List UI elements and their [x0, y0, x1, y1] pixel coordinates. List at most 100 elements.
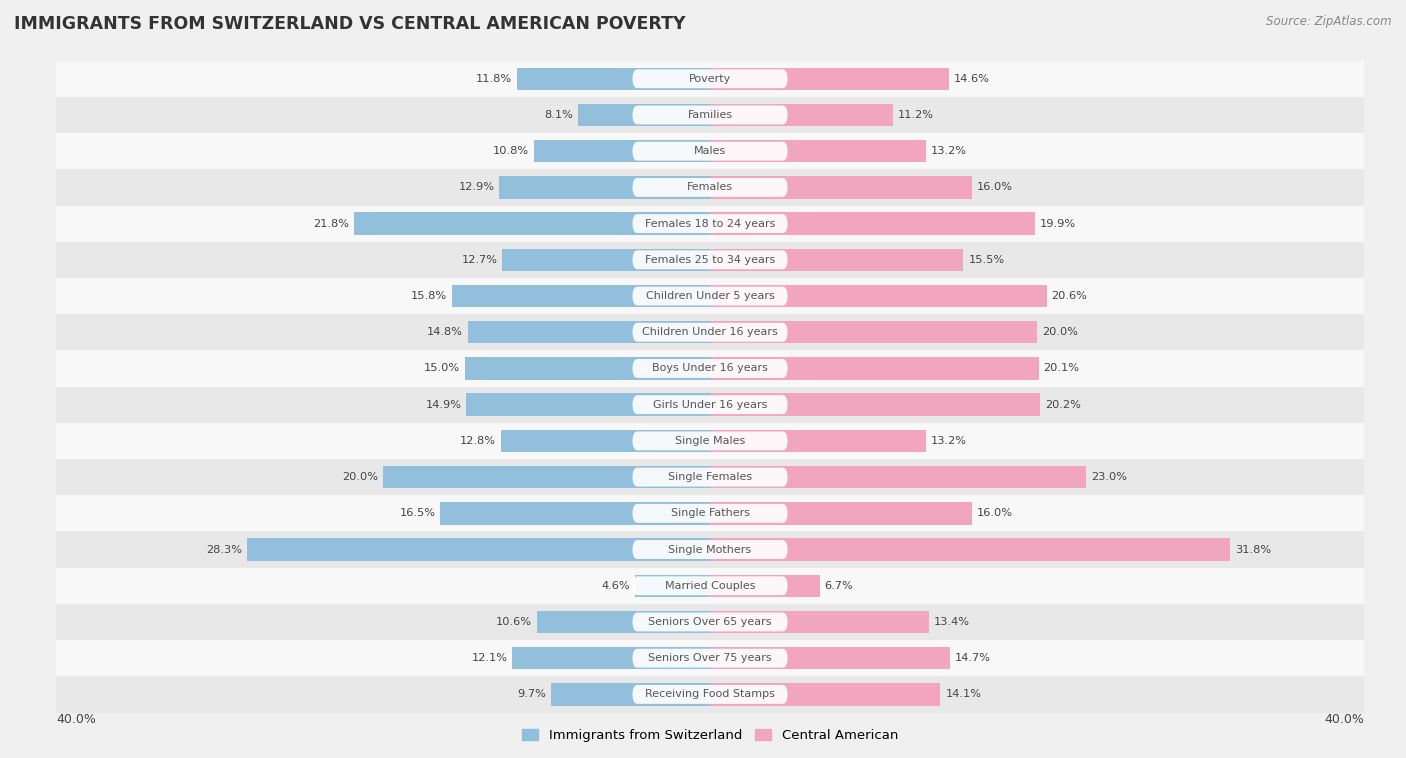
Text: 15.5%: 15.5% [969, 255, 1004, 265]
Text: Seniors Over 75 years: Seniors Over 75 years [648, 653, 772, 663]
Text: 13.2%: 13.2% [931, 146, 967, 156]
Text: 4.6%: 4.6% [602, 581, 630, 590]
FancyBboxPatch shape [633, 323, 787, 342]
Bar [440, 502, 710, 525]
Text: Families: Families [688, 110, 733, 120]
Text: 13.4%: 13.4% [934, 617, 970, 627]
Text: 31.8%: 31.8% [1234, 544, 1271, 555]
Bar [710, 140, 925, 162]
Text: Poverty: Poverty [689, 74, 731, 83]
Bar [56, 133, 1364, 169]
Bar [468, 321, 710, 343]
Text: 14.1%: 14.1% [945, 690, 981, 700]
Text: 6.7%: 6.7% [824, 581, 853, 590]
Text: 40.0%: 40.0% [56, 713, 96, 726]
Bar [56, 97, 1364, 133]
Bar [710, 285, 1046, 307]
Text: 10.6%: 10.6% [496, 617, 531, 627]
Text: 20.0%: 20.0% [1042, 327, 1078, 337]
Bar [451, 285, 710, 307]
Text: Single Females: Single Females [668, 472, 752, 482]
Bar [56, 604, 1364, 640]
Text: 19.9%: 19.9% [1040, 218, 1077, 229]
Text: Single Males: Single Males [675, 436, 745, 446]
Text: Source: ZipAtlas.com: Source: ZipAtlas.com [1267, 15, 1392, 28]
Text: 10.8%: 10.8% [492, 146, 529, 156]
Bar [710, 393, 1040, 416]
Bar [247, 538, 710, 561]
Text: 12.9%: 12.9% [458, 183, 495, 193]
FancyBboxPatch shape [633, 685, 787, 704]
Text: 23.0%: 23.0% [1091, 472, 1126, 482]
Bar [56, 495, 1364, 531]
FancyBboxPatch shape [633, 287, 787, 305]
Text: 13.2%: 13.2% [931, 436, 967, 446]
Bar [56, 531, 1364, 568]
Bar [710, 104, 893, 126]
Text: Females: Females [688, 183, 733, 193]
Bar [710, 538, 1230, 561]
Bar [533, 140, 710, 162]
Bar [551, 683, 710, 706]
FancyBboxPatch shape [633, 649, 787, 668]
Bar [512, 647, 710, 669]
Text: 20.1%: 20.1% [1043, 364, 1080, 374]
Bar [710, 249, 963, 271]
FancyBboxPatch shape [633, 504, 787, 523]
Text: 12.8%: 12.8% [460, 436, 496, 446]
FancyBboxPatch shape [633, 69, 787, 88]
FancyBboxPatch shape [633, 395, 787, 414]
Text: Females 25 to 34 years: Females 25 to 34 years [645, 255, 775, 265]
Bar [517, 67, 710, 90]
Text: 8.1%: 8.1% [544, 110, 572, 120]
FancyBboxPatch shape [633, 468, 787, 487]
Bar [502, 249, 710, 271]
Bar [467, 393, 710, 416]
FancyBboxPatch shape [633, 612, 787, 631]
Bar [710, 611, 929, 633]
Bar [56, 387, 1364, 423]
FancyBboxPatch shape [633, 359, 787, 378]
Bar [56, 676, 1364, 713]
Text: 15.8%: 15.8% [411, 291, 447, 301]
FancyBboxPatch shape [633, 142, 787, 161]
Text: Seniors Over 65 years: Seniors Over 65 years [648, 617, 772, 627]
Text: 40.0%: 40.0% [1324, 713, 1364, 726]
Bar [710, 466, 1085, 488]
Bar [465, 357, 710, 380]
Text: IMMIGRANTS FROM SWITZERLAND VS CENTRAL AMERICAN POVERTY: IMMIGRANTS FROM SWITZERLAND VS CENTRAL A… [14, 15, 686, 33]
Text: 14.9%: 14.9% [426, 399, 461, 409]
Text: Girls Under 16 years: Girls Under 16 years [652, 399, 768, 409]
Text: 16.0%: 16.0% [976, 509, 1012, 518]
Bar [354, 212, 710, 235]
Bar [56, 314, 1364, 350]
Text: 11.8%: 11.8% [477, 74, 512, 83]
Bar [56, 278, 1364, 314]
Text: 12.1%: 12.1% [471, 653, 508, 663]
Text: Married Couples: Married Couples [665, 581, 755, 590]
FancyBboxPatch shape [633, 431, 787, 450]
Bar [710, 430, 925, 452]
Text: 16.5%: 16.5% [399, 509, 436, 518]
Bar [710, 176, 972, 199]
FancyBboxPatch shape [633, 540, 787, 559]
FancyBboxPatch shape [633, 105, 787, 124]
Bar [56, 205, 1364, 242]
Text: 15.0%: 15.0% [423, 364, 460, 374]
Text: Children Under 16 years: Children Under 16 years [643, 327, 778, 337]
FancyBboxPatch shape [633, 250, 787, 269]
Text: Males: Males [695, 146, 725, 156]
Text: 20.2%: 20.2% [1045, 399, 1081, 409]
Text: Single Mothers: Single Mothers [668, 544, 752, 555]
Text: 20.0%: 20.0% [342, 472, 378, 482]
Bar [56, 242, 1364, 278]
Bar [537, 611, 710, 633]
Bar [501, 430, 710, 452]
Bar [56, 640, 1364, 676]
Bar [710, 212, 1035, 235]
Bar [499, 176, 710, 199]
Bar [56, 423, 1364, 459]
Text: 14.8%: 14.8% [427, 327, 463, 337]
Bar [56, 61, 1364, 97]
FancyBboxPatch shape [633, 215, 787, 233]
